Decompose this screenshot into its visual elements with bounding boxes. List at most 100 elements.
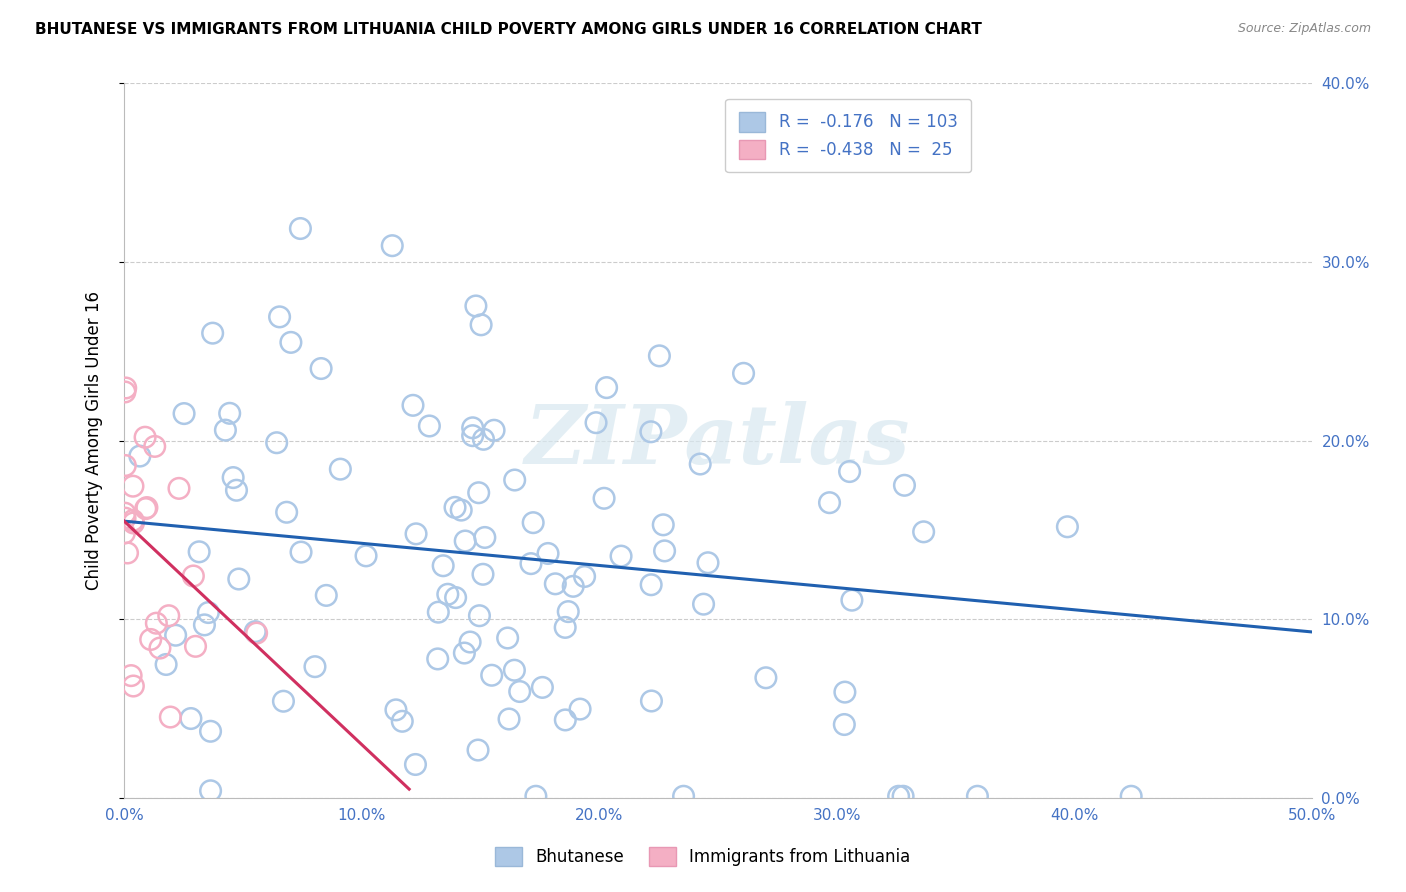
Point	[225, 483, 247, 498]
Point	[280, 335, 302, 350]
Point	[145, 616, 167, 631]
Point	[304, 659, 326, 673]
Point	[503, 663, 526, 677]
Point	[966, 789, 988, 804]
Point	[135, 501, 157, 516]
Point	[114, 381, 136, 395]
Point	[157, 608, 180, 623]
Point	[426, 652, 449, 666]
Point	[228, 572, 250, 586]
Point	[114, 511, 136, 525]
Point	[569, 702, 592, 716]
Legend: R =  -0.176   N = 103, R =  -0.438   N =  25: R = -0.176 N = 103, R = -0.438 N = 25	[725, 99, 970, 172]
Point	[200, 784, 222, 798]
Point	[841, 593, 863, 607]
Point	[269, 310, 291, 324]
Point	[522, 516, 544, 530]
Point	[427, 605, 450, 619]
Point	[122, 513, 145, 527]
Point	[1121, 789, 1143, 804]
Point	[464, 299, 486, 313]
Point	[554, 713, 576, 727]
Text: BHUTANESE VS IMMIGRANTS FROM LITHUANIA CHILD POVERTY AMONG GIRLS UNDER 16 CORREL: BHUTANESE VS IMMIGRANTS FROM LITHUANIA C…	[35, 22, 981, 37]
Point	[418, 419, 440, 434]
Point	[405, 526, 427, 541]
Point	[309, 361, 332, 376]
Point	[432, 558, 454, 573]
Point	[496, 631, 519, 645]
Point	[436, 587, 458, 601]
Point	[122, 516, 145, 530]
Point	[183, 569, 205, 583]
Point	[135, 500, 157, 515]
Text: Source: ZipAtlas.com: Source: ZipAtlas.com	[1237, 22, 1371, 36]
Point	[672, 789, 695, 804]
Point	[498, 712, 520, 726]
Point	[143, 439, 166, 453]
Point	[155, 657, 177, 672]
Point	[891, 789, 914, 804]
Point	[1056, 520, 1078, 534]
Point	[689, 457, 711, 471]
Point	[467, 485, 489, 500]
Point	[315, 588, 337, 602]
Point	[474, 531, 496, 545]
Point	[188, 545, 211, 559]
Point	[461, 421, 484, 435]
Point	[467, 743, 489, 757]
Point	[354, 549, 377, 563]
Point	[193, 618, 215, 632]
Point	[276, 505, 298, 519]
Point	[290, 221, 312, 235]
Point	[128, 449, 150, 463]
Point	[197, 606, 219, 620]
Point	[838, 465, 860, 479]
Point	[461, 428, 484, 442]
Point	[200, 724, 222, 739]
Point	[290, 545, 312, 559]
Point	[887, 789, 910, 804]
Point	[755, 671, 778, 685]
Point	[246, 626, 269, 640]
Point	[834, 717, 856, 731]
Point	[834, 685, 856, 699]
Point	[453, 646, 475, 660]
Point	[562, 579, 585, 593]
Point	[214, 423, 236, 437]
Point	[554, 620, 576, 634]
Point	[184, 640, 207, 654]
Point	[574, 569, 596, 583]
Point	[444, 591, 467, 605]
Point	[524, 789, 547, 804]
Point	[544, 577, 567, 591]
Point	[122, 479, 145, 493]
Point	[585, 416, 607, 430]
Y-axis label: Child Poverty Among Girls Under 16: Child Poverty Among Girls Under 16	[86, 292, 103, 591]
Point	[112, 526, 135, 541]
Point	[912, 524, 935, 539]
Legend: Bhutanese, Immigrants from Lithuania: Bhutanese, Immigrants from Lithuania	[482, 833, 924, 880]
Point	[454, 534, 477, 549]
Point	[648, 349, 671, 363]
Point	[610, 549, 633, 563]
Point	[472, 567, 495, 582]
Point	[165, 628, 187, 642]
Point	[201, 326, 224, 340]
Point	[444, 500, 467, 515]
Point	[173, 407, 195, 421]
Point	[122, 679, 145, 693]
Point	[222, 470, 245, 484]
Point	[329, 462, 352, 476]
Point	[381, 238, 404, 252]
Point	[139, 632, 162, 647]
Point	[557, 605, 579, 619]
Point	[458, 635, 481, 649]
Point	[159, 710, 181, 724]
Point	[654, 544, 676, 558]
Point	[273, 694, 295, 708]
Point	[114, 506, 136, 520]
Point	[482, 423, 505, 437]
Point	[266, 435, 288, 450]
Point	[652, 517, 675, 532]
Point	[114, 384, 136, 399]
